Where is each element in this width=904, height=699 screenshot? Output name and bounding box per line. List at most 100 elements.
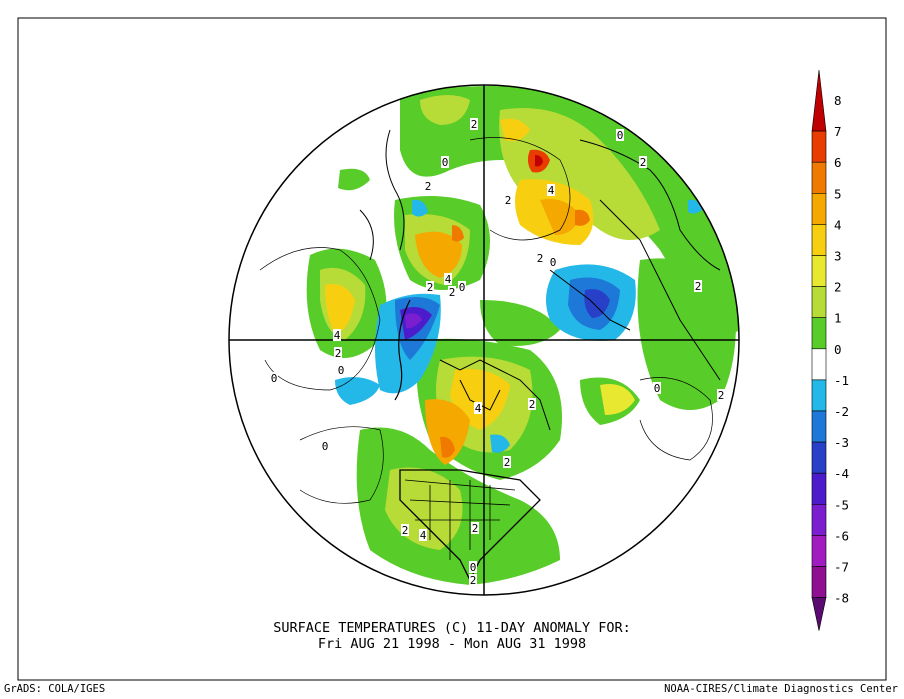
anomaly-region [540,199,580,235]
contour-label: 2 [640,156,647,169]
anomaly-region [500,118,530,142]
contour-label: 2 [504,456,511,469]
colorbar-tick-label: -5 [834,497,849,512]
map-title-line1: SURFACE TEMPERATURES (C) 11-DAY ANOMALY … [273,620,631,636]
contour-label-bg [717,389,725,401]
colorbar-swatch [811,535,827,567]
colorbar-tick-label: 4 [834,217,842,232]
contour-label: 0 [654,382,661,395]
anomaly-region [480,300,560,346]
contour-label: 2 [471,118,478,131]
colorbar-tick-label: -2 [834,404,849,419]
contour-label-bg [469,574,477,586]
contour-label-bg [549,256,557,268]
colorbar-swatch [811,410,827,443]
colorbar-tick-label: 3 [834,249,842,264]
contour-label-bg [458,281,466,293]
contour-label-bg [441,156,449,168]
contour-line [469,137,571,241]
contour-label: 2 [427,281,434,294]
footer-right-credit: NOAA-CIRES/Climate Diagnostics Center [664,683,898,695]
contour-label-bg [469,561,477,573]
contour-label: 2 [472,522,479,535]
colorbar-tick-label: -6 [834,528,849,543]
contour-label-bg [470,118,478,130]
coastline [394,299,411,401]
contour-line [299,426,384,504]
contour-label: 2 [335,347,342,360]
contour-label: 2 [537,252,544,265]
contour-label: 2 [695,280,702,293]
anomaly-region [600,384,635,415]
anomaly-region [420,95,470,125]
contour-label-bg [694,280,702,292]
anomaly-region [584,289,610,318]
contour-label-bg [270,372,278,384]
contour-label-bg [653,382,661,394]
contour-label: 0 [459,281,466,294]
contour-label-bg [471,522,479,534]
contour-label: 4 [420,529,427,542]
contour-label-bg [474,402,482,414]
contour-label: 2 [425,180,432,193]
contour-label: 4 [334,329,341,342]
contour-label: 0 [442,156,449,169]
contour-label: 2 [718,389,725,402]
contour-label-bg [401,524,409,536]
contour-label: 2 [470,574,477,587]
colorbar-swatch [811,566,827,598]
anomaly-region [412,199,428,217]
contour-label-bg [504,194,512,206]
colorbar-tick-label: 5 [834,186,842,201]
colorbar-swatch [811,161,827,194]
anomaly-region [338,168,370,191]
colorbar-tick-label: -4 [834,466,849,481]
colorbar-legend: 8 7 6 5 4 3 2 1 0 -1 -2 -3 -4 -5 -6 -7 -8 [811,69,849,631]
contour-label: 4 [445,273,452,286]
colorbar-swatch [811,255,827,287]
contour-label: 4 [548,184,555,197]
contour-line [639,377,713,461]
contour-label-bg [448,286,456,298]
anomaly-region [325,284,355,335]
anomaly-region [535,155,543,167]
colorbar-swatch [811,441,827,474]
anomaly-region [440,436,455,458]
contour-label-bg [419,529,427,541]
colorbar-tick-label: 2 [834,280,842,295]
colorbar-swatch [811,286,827,319]
anomaly-region [425,399,470,465]
contour-label: 2 [402,524,409,537]
colorbar-tick-label: 0 [834,342,842,357]
colorbar-tick-label: 8 [834,93,842,108]
contour-label-bg [333,329,341,341]
contour-label-bg [616,129,624,141]
anomaly-region [452,225,464,242]
colorbar-swatch [811,69,827,132]
contour-label: 0 [271,372,278,385]
contour-label-bg [503,456,511,468]
contour-label-bg [536,252,544,264]
coastline [359,129,405,261]
contour-label: 2 [449,286,456,299]
contour-label: 4 [475,402,482,415]
colorbar-swatch [811,503,827,536]
contour-line [259,247,381,391]
colorbar-swatch [811,224,827,256]
colorbar-tick-label: 1 [834,311,842,326]
colorbar-swatch [811,348,827,381]
colorbar-swatch [811,597,827,631]
colorbar-tick-label: -7 [834,560,849,575]
coastline [404,479,516,560]
colorbar-tick-label: -8 [834,591,849,606]
colorbar-tick-label: -3 [834,435,849,450]
colorbar-swatch [811,317,827,350]
contour-label: 0 [322,440,329,453]
anomaly-region [335,376,380,405]
plot-border [17,17,887,681]
contour-label-bg [334,347,342,359]
map-title-line2: Fri AUG 21 1998 - Mon AUG 31 1998 [317,636,587,652]
anomaly-region [415,231,462,278]
